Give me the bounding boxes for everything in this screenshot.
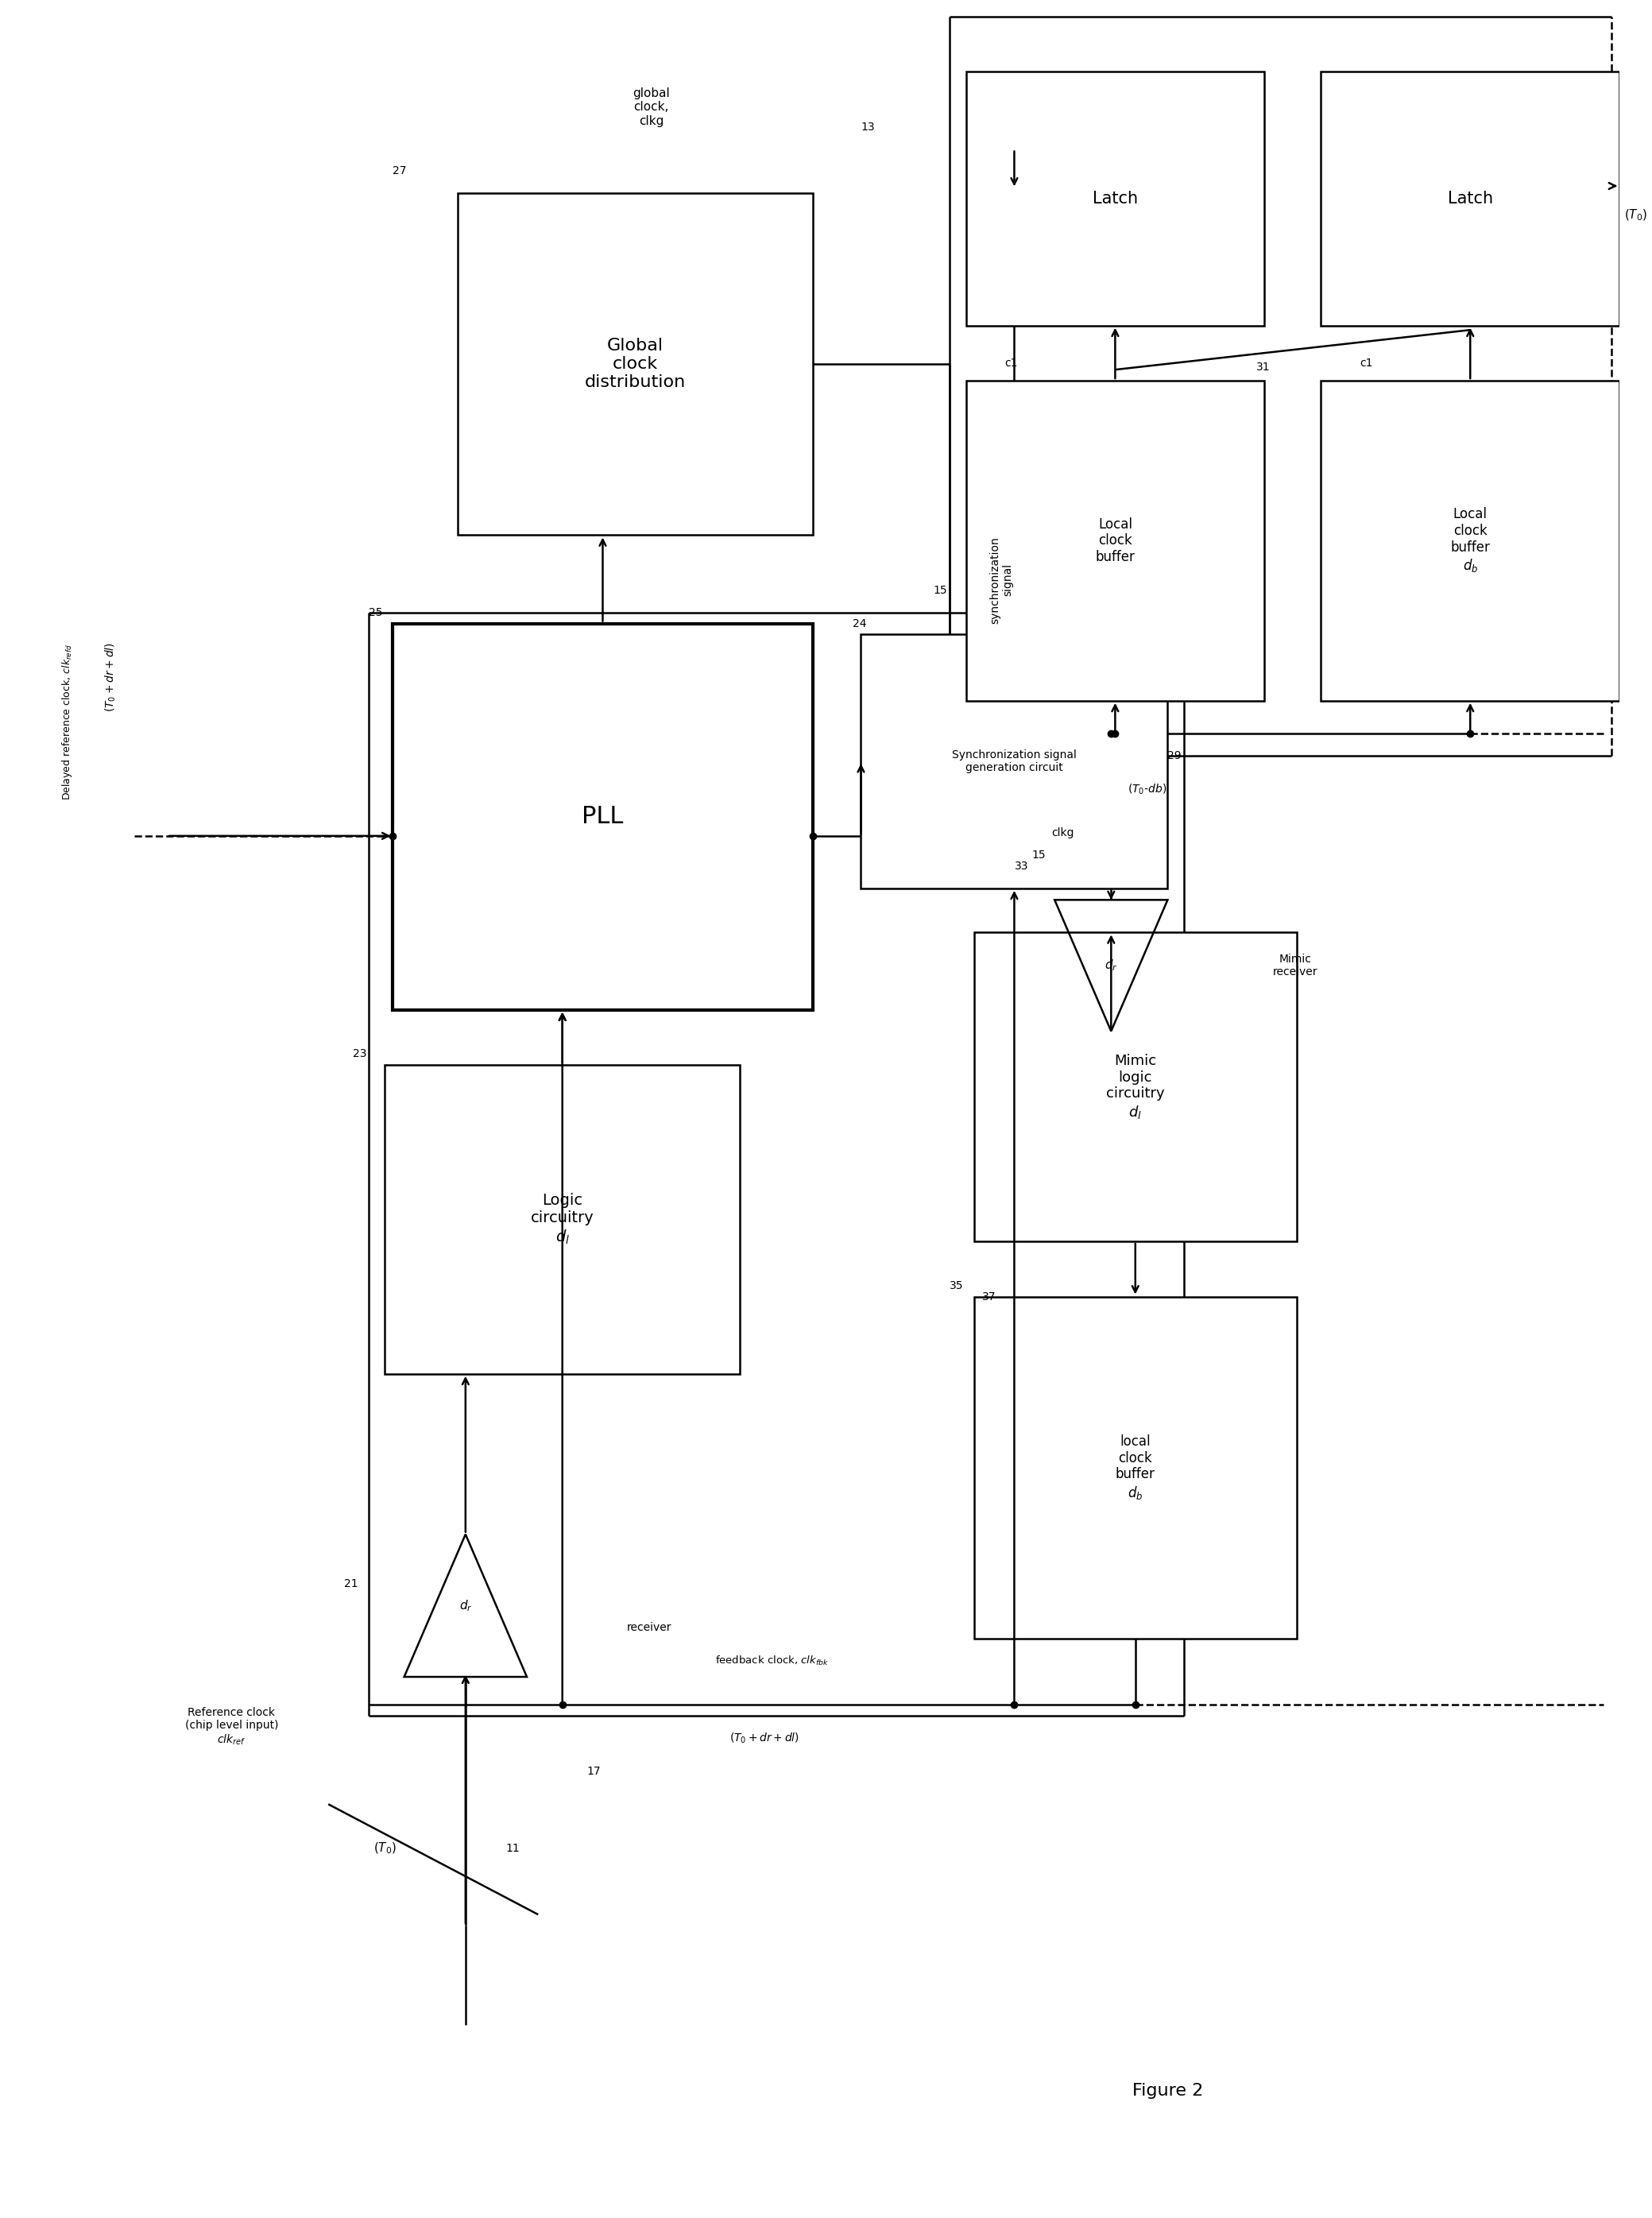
- Text: 15: 15: [933, 586, 948, 597]
- Text: 15: 15: [1032, 849, 1046, 861]
- Text: receiver: receiver: [626, 1621, 672, 1632]
- Text: 17: 17: [586, 1766, 601, 1777]
- Text: $(T_0)$: $(T_0)$: [1624, 208, 1647, 222]
- Text: $d_r$: $d_r$: [1105, 958, 1118, 974]
- FancyBboxPatch shape: [393, 623, 813, 1009]
- Text: 13: 13: [861, 122, 876, 133]
- Text: 11: 11: [506, 1843, 520, 1854]
- Text: global
clock,
clkg: global clock, clkg: [633, 87, 669, 126]
- Text: Synchronization signal
generation circuit: Synchronization signal generation circui…: [952, 750, 1077, 774]
- Text: $(T_0)$: $(T_0)$: [373, 1841, 396, 1856]
- Text: $(T_0$-$db)$: $(T_0$-$db)$: [1127, 783, 1166, 796]
- Text: Delayed reference clock, $clk_{refd}$: Delayed reference clock, $clk_{refd}$: [59, 643, 74, 801]
- Text: PLL: PLL: [582, 805, 623, 827]
- Text: Latch: Latch: [1447, 191, 1493, 206]
- Text: Local
clock
buffer
$d_b$: Local clock buffer $d_b$: [1450, 508, 1490, 574]
- Text: $(T_0+dr+dl)$: $(T_0+dr+dl)$: [729, 1730, 800, 1746]
- Text: 23: 23: [352, 1049, 367, 1060]
- FancyBboxPatch shape: [966, 71, 1264, 326]
- Text: Reference clock
(chip level input)
$clk_{ref}$: Reference clock (chip level input) $clk_…: [185, 1708, 278, 1748]
- Text: 24: 24: [852, 619, 867, 630]
- Text: Latch: Latch: [1092, 191, 1138, 206]
- Text: 25: 25: [368, 608, 383, 619]
- Text: $d_r$: $d_r$: [459, 1599, 472, 1612]
- FancyBboxPatch shape: [966, 381, 1264, 701]
- FancyBboxPatch shape: [458, 193, 813, 535]
- Text: 29: 29: [1168, 750, 1181, 761]
- Text: 31: 31: [1257, 362, 1270, 373]
- FancyBboxPatch shape: [385, 1065, 740, 1373]
- Text: Mimic
logic
circuitry
$d_l$: Mimic logic circuitry $d_l$: [1107, 1054, 1165, 1120]
- Text: feedback clock, $clk_{fbk}$: feedback clock, $clk_{fbk}$: [715, 1655, 829, 1668]
- Text: 33: 33: [1014, 861, 1028, 872]
- Text: Figure 2: Figure 2: [1132, 2083, 1203, 2098]
- FancyBboxPatch shape: [975, 1298, 1297, 1639]
- Text: 35: 35: [950, 1280, 963, 1291]
- Text: $(T_0+dr+dl)$: $(T_0+dr+dl)$: [104, 641, 117, 712]
- Text: local
clock
buffer
$d_b$: local clock buffer $d_b$: [1115, 1435, 1155, 1502]
- Text: 21: 21: [345, 1577, 358, 1588]
- Text: Global
clock
distribution: Global clock distribution: [585, 337, 686, 390]
- FancyBboxPatch shape: [861, 634, 1168, 887]
- Text: synchronization
signal: synchronization signal: [990, 537, 1013, 623]
- Text: Logic
circuitry
$d_l$: Logic circuitry $d_l$: [530, 1193, 595, 1247]
- Text: 27: 27: [393, 166, 406, 177]
- Text: clkg: clkg: [1051, 827, 1074, 838]
- Text: Mimic
receiver: Mimic receiver: [1272, 954, 1317, 978]
- FancyBboxPatch shape: [1322, 381, 1619, 701]
- Text: 37: 37: [981, 1291, 996, 1302]
- Text: Local
clock
buffer: Local clock buffer: [1095, 517, 1135, 563]
- FancyBboxPatch shape: [975, 932, 1297, 1242]
- Text: c1: c1: [1360, 357, 1373, 368]
- Text: c1: c1: [1004, 357, 1018, 368]
- FancyBboxPatch shape: [1322, 71, 1619, 326]
